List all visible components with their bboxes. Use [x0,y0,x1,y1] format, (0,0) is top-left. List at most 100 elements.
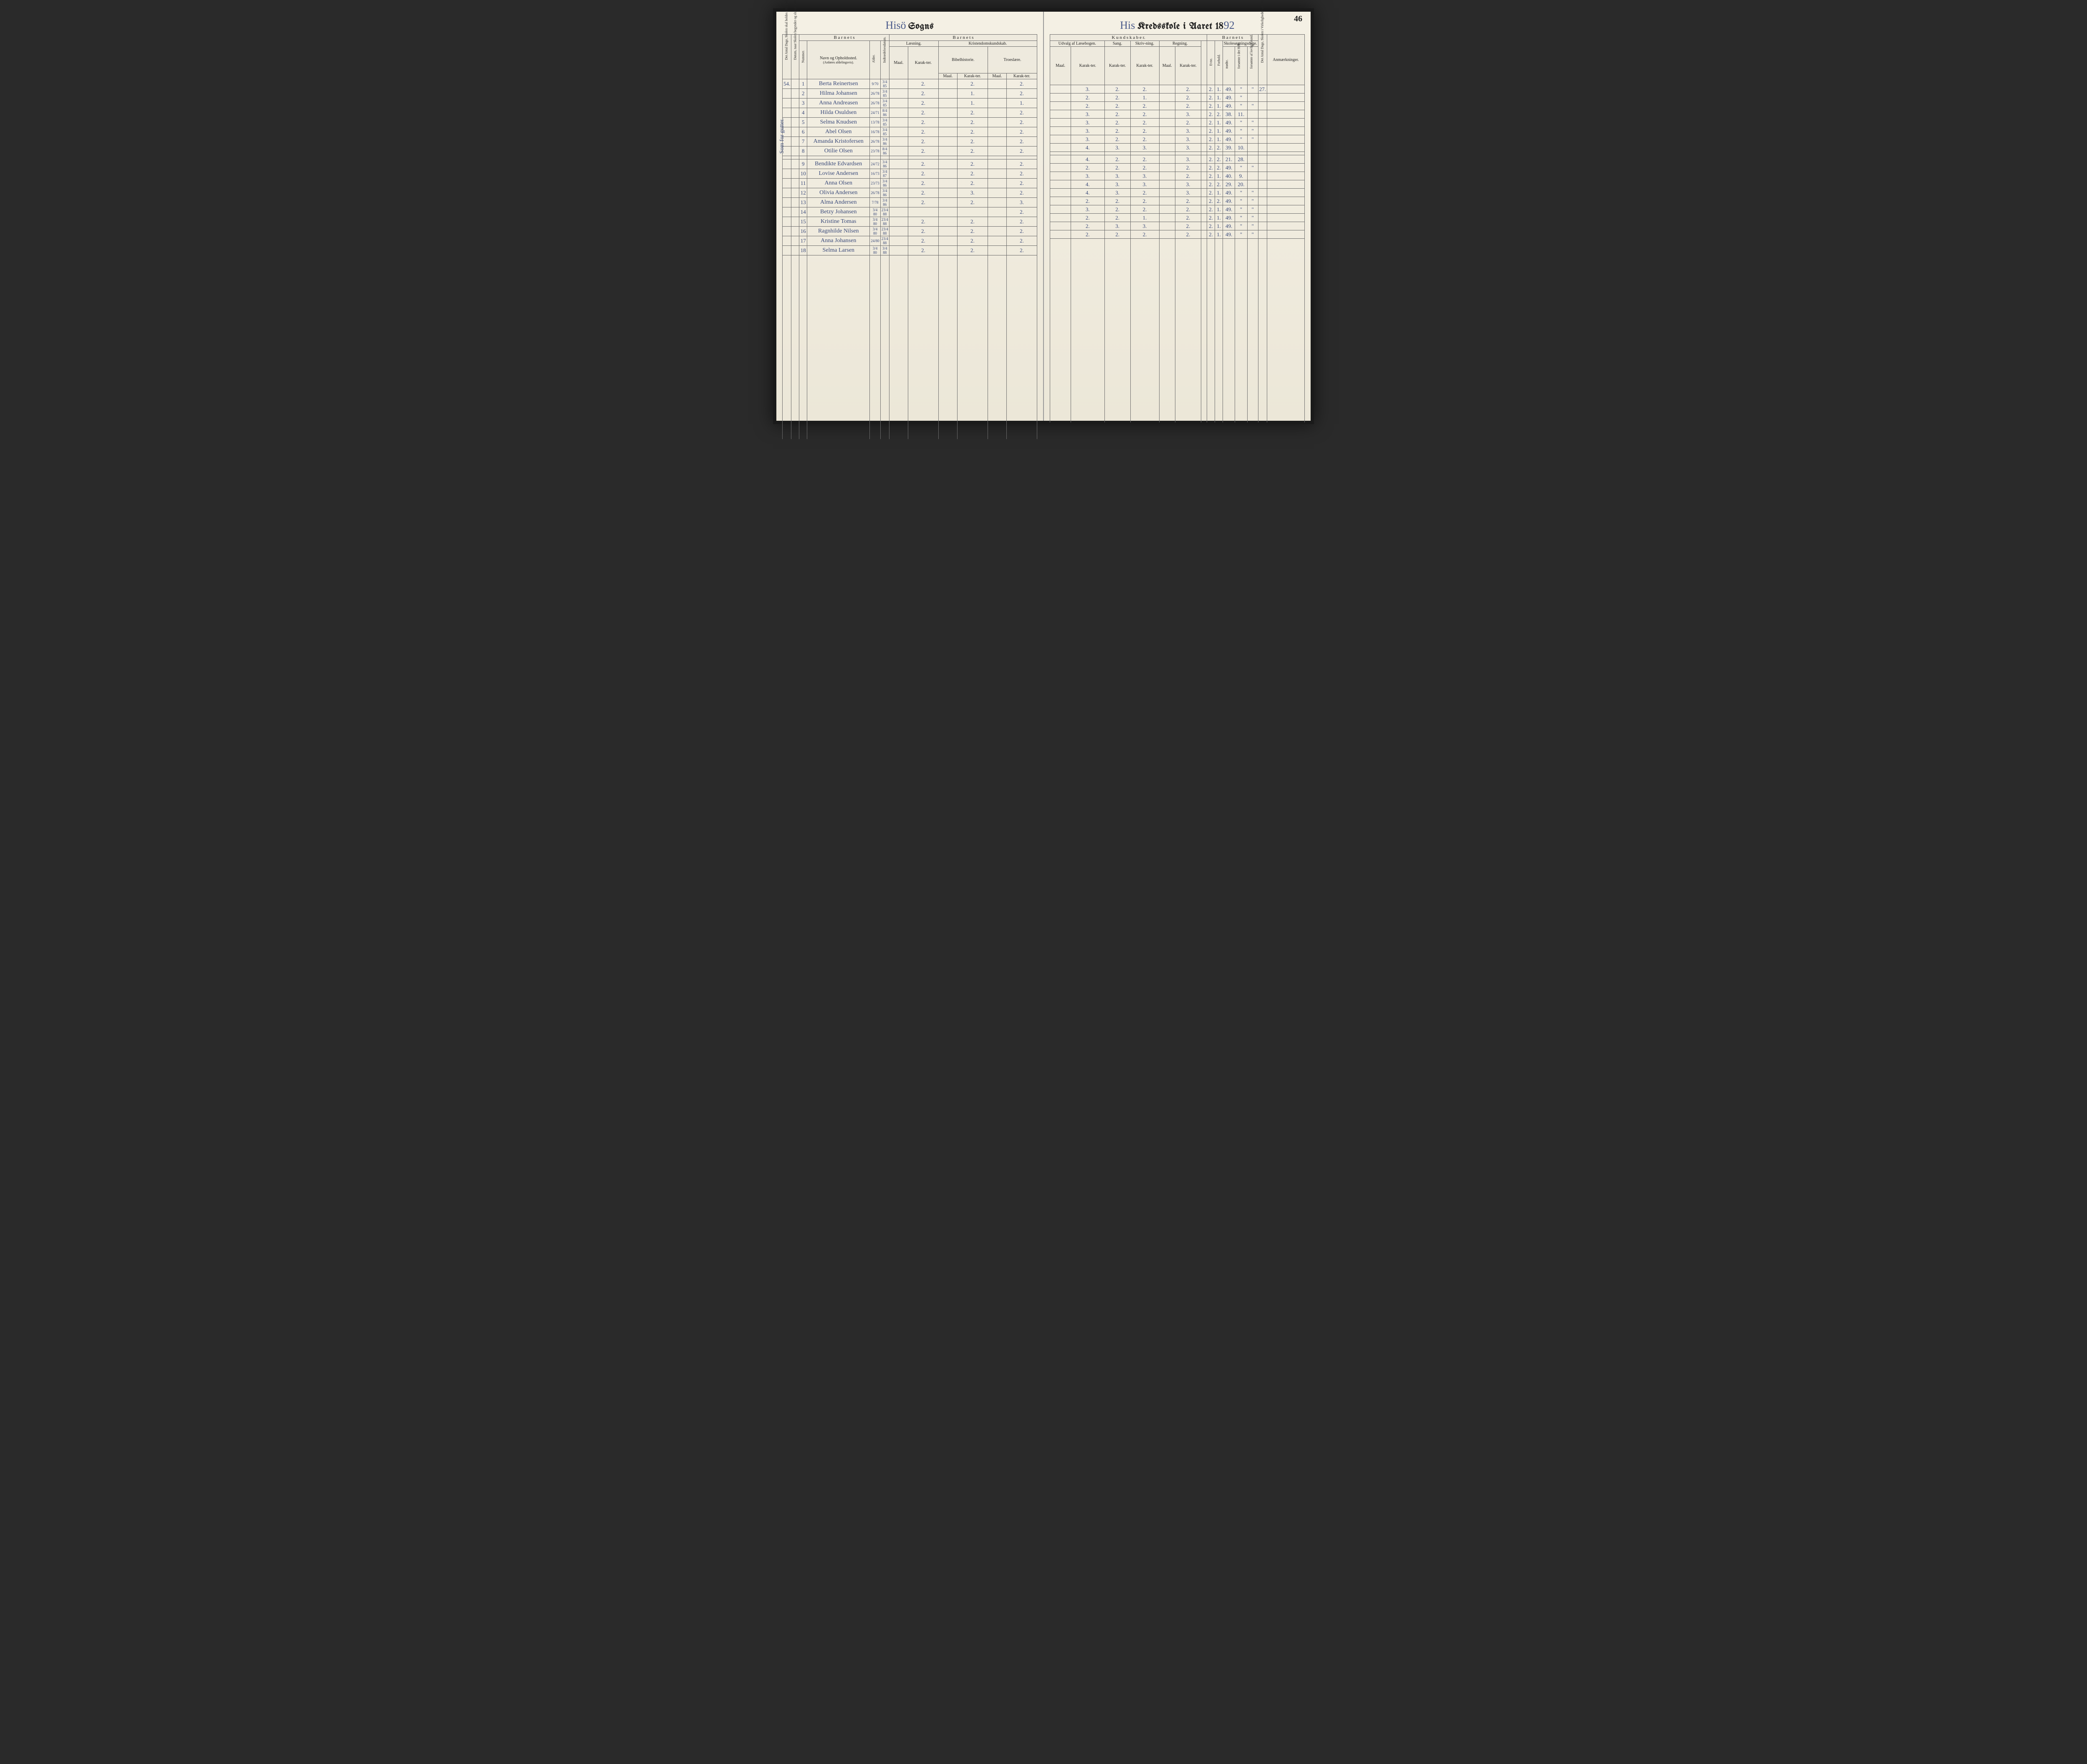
hdr-barnets-2: B a r n e t s [889,35,1037,41]
hdr-fors1: forsømte i det Hele. [1237,63,1241,69]
right-page: 46 His Kredsskole i Aaret 1892 K u n d s… [1044,12,1311,421]
table-row [783,414,1037,422]
table-row: 12Olivia Andersen26/783/4 862.3.2. [783,188,1037,198]
hdr-maal-l: Maal. [889,47,908,79]
table-row [783,356,1037,364]
table-row [1050,264,1305,272]
hdr-bibel: Bibelhistorie. [938,47,988,73]
hdr-barnets-1: B a r n e t s [799,35,889,41]
hdr-kundskaber: K u n d s k a b e r. [1050,35,1207,41]
table-row [1050,281,1305,289]
table-row: 9Bendikte Edvardsen24/723/4 862.2.2. [783,159,1037,169]
table-row [783,306,1037,314]
table-row [1050,247,1305,255]
table-row [783,272,1037,281]
hdr-kristendom: Kristendomskundskab. [938,41,1037,47]
table-row: 3.2.2.3.2.2.38.11. [1050,110,1305,119]
table-row: 4.3.3.3.2.2.29.20. [1050,180,1305,189]
table-row: 3.2.2.2.2.1.49."" [1050,119,1305,127]
table-row [1050,289,1305,297]
hdr-kar-t: Karak-ter. [1007,73,1037,79]
table-row [1050,272,1305,281]
right-table-body: 3.2.2.2.2.1.49.""27.2.2.1.2.2.1.49."2.2.… [1050,85,1305,422]
table-row [1050,255,1305,264]
hdr-antal-dage: Det Antal Dage, Skolen skal holdes i Kre… [785,54,788,60]
hdr-forhold: Forhold. [1217,60,1221,66]
hdr-regning: Regning. [1159,41,1201,47]
ledger-book: Som for gutter. Hisö Sogns Det Antal Dag… [773,8,1314,424]
table-row: 2.2.1.2.2.1.49." [1050,94,1305,102]
table-row [783,255,1037,264]
hdr-kar-l: Karak-ter. [908,47,938,79]
table-row [1050,314,1305,322]
table-row: 2.2.1.2.2.1.49."" [1050,214,1305,222]
table-row: 54.1Berta Reinertsen9/703/4 852.2.2. [783,79,1037,89]
table-row: 4Hilda Osuldsen24/718/4 862.2.2. [783,108,1037,118]
table-row: 10Lovise Andersen16/733/4 872.2.2. [783,169,1037,179]
right-title: His Kredsskole i Aaret 1892 [1050,19,1305,32]
hdr-laesning: Læsning. [889,41,938,47]
table-row [1050,297,1305,306]
table-row: 2.2.2.2.2.2.49."" [1050,197,1305,205]
table-row: 5Selma Knudsen13/783/4 852.2.2. [783,118,1037,127]
right-table-head: K u n d s k a b e r. B a r n e t s Det A… [1050,35,1305,85]
table-row: 3.2.2.2.2.1.49.""27. [1050,85,1305,94]
table-row [783,397,1037,406]
table-row [1050,372,1305,381]
table-row: 3.2.2.3.2.1.49."" [1050,127,1305,135]
table-row [783,281,1037,289]
hdr-kar-u: Karak-ter. [1071,47,1104,85]
table-row [783,406,1037,414]
table-row [783,289,1037,297]
table-row [783,381,1037,389]
table-row [1050,306,1305,314]
hdr-maal-t: Maal. [988,73,1006,79]
hdr-anm: Anmærkninger. [1267,35,1305,85]
hdr-maal-b: Maal. [938,73,957,79]
table-row [1050,381,1305,389]
hdr-kar-sg: Karak-ter. [1104,47,1130,85]
table-row [1050,389,1305,397]
table-row: 2.2.2.2.2.1.49."" [1050,102,1305,110]
hdr-sang: Sang. [1104,41,1130,47]
table-row [1050,322,1305,331]
table-row [783,314,1037,322]
table-row [1050,397,1305,406]
table-row [783,322,1037,331]
table-row [783,389,1037,397]
table-row: 2.3.3.2.2.1.49."" [1050,222,1305,230]
hdr-virkelig: Det Antal Dage, Skolen i Virkeligheden e… [1260,57,1264,63]
table-row: 11Anna Olsen23/733/4 862.2.2. [783,179,1037,188]
hdr-maal-u: Maal. [1050,47,1071,85]
table-row: 4.3.2.3.2.1.49."" [1050,189,1305,197]
table-row [783,347,1037,356]
table-row [1050,406,1305,414]
table-row [1050,239,1305,247]
table-row [783,331,1037,339]
table-row: 7Amanda Kristofersen26/783/4 862.2.2. [783,137,1037,147]
left-table-head: Det Antal Dage, Skolen skal holdes i Kre… [783,35,1037,79]
hdr-fors2: forsømte af lovlig Grund. [1249,63,1253,69]
table-row [1050,339,1305,347]
table-row [783,339,1037,347]
table-row [783,264,1037,272]
hdr-nummer: Nummer. [801,57,805,63]
left-title-sogns: Sogns [908,22,934,31]
table-row: 4.2.2.3.2.2.21.28. [1050,155,1305,164]
table-row [783,372,1037,381]
hdr-evne: Evne. [1209,60,1213,66]
right-table: K u n d s k a b e r. B a r n e t s Det A… [1050,34,1305,422]
table-row: 3Anna Andreasen26/783/4 852.1.1. [783,99,1037,108]
table-row: 13Alma Andersen7/783/4 862.2.3. [783,198,1037,207]
table-row: 4.3.3.3.2.2.39.10. [1050,144,1305,152]
table-row: 14Betzy Johansen3/4 8023/4 882. [783,207,1037,217]
table-row: 6Abel Olsen16/783/4 852.2.2. [783,127,1037,137]
hdr-kar-sk: Karak-ter. [1130,47,1159,85]
left-title-parish: Hisö [886,19,906,31]
table-row: 16Ragnhilde Nilsen3/4 8023/4 882.2.2. [783,227,1037,236]
hdr-maal-r: Maal. [1159,47,1175,85]
hdr-kar-b: Karak-ter. [957,73,988,79]
table-row: 3.3.3.2.2.1.40.9. [1050,172,1305,180]
hdr-troes: Troeslære. [988,47,1037,73]
hdr-modte: mødte. [1225,63,1229,69]
